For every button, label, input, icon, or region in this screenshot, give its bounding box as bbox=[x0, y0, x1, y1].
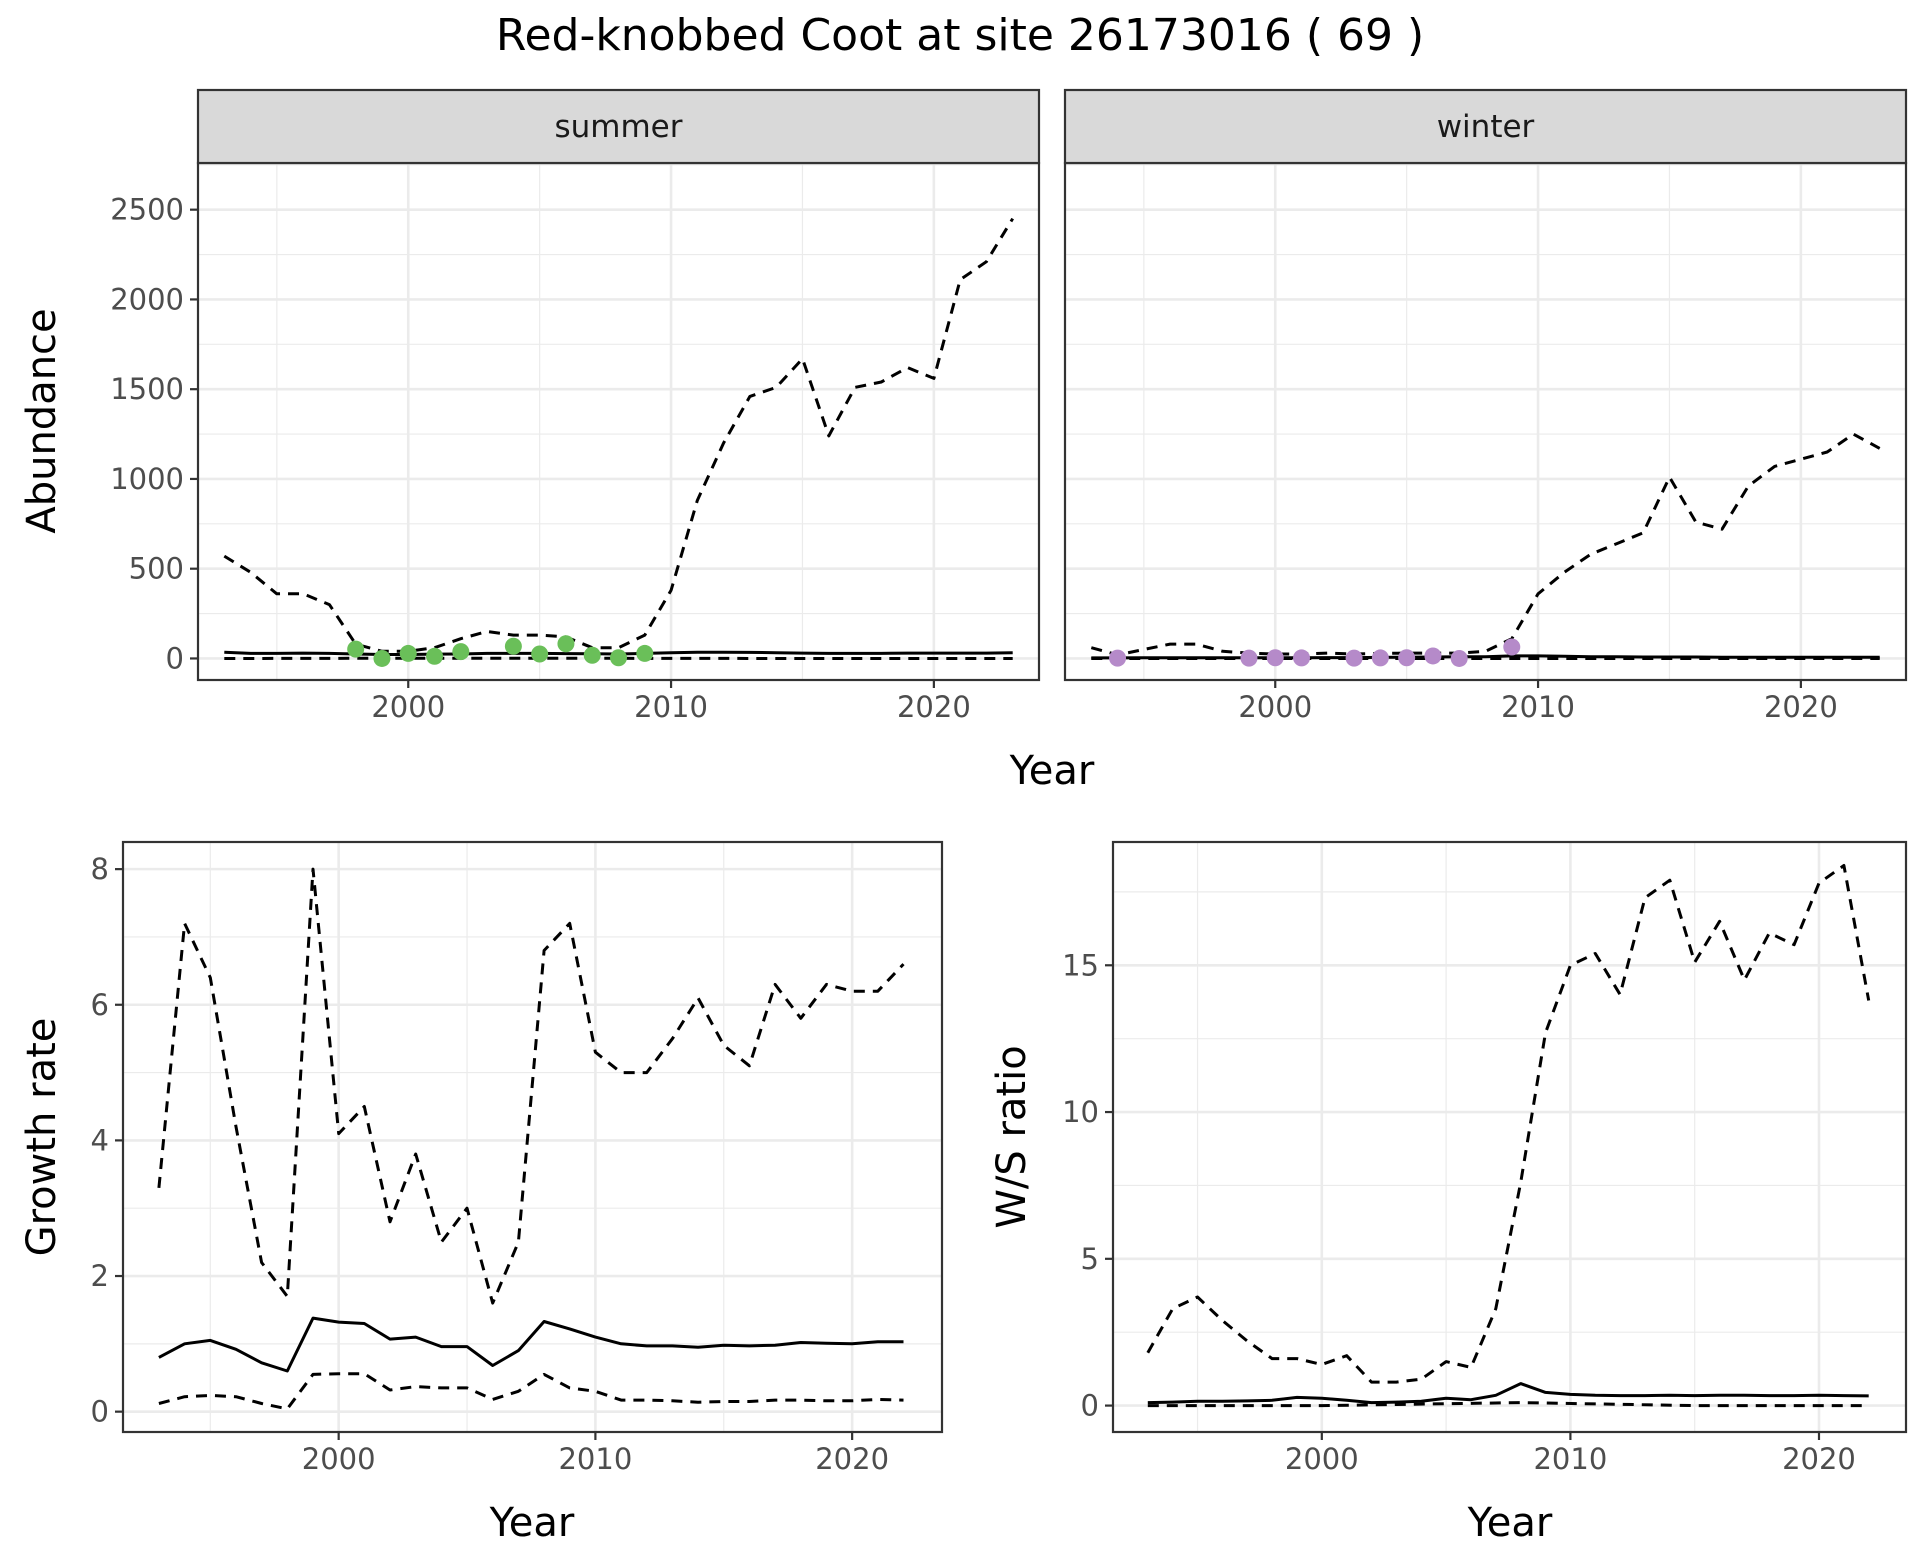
x-tick-label: 2010 bbox=[1501, 690, 1575, 724]
data-point bbox=[1240, 650, 1257, 667]
data-point bbox=[452, 643, 469, 660]
x-tick-label: 2000 bbox=[371, 690, 445, 724]
x-tick-label: 2020 bbox=[815, 1442, 889, 1476]
data-point bbox=[1424, 647, 1441, 664]
dashed-line-0 bbox=[1148, 866, 1869, 1383]
data-point bbox=[1451, 650, 1468, 667]
x-axis-title-abundance: Year bbox=[1009, 748, 1095, 794]
data-point bbox=[531, 645, 548, 662]
y-tick-label: 2000 bbox=[110, 282, 184, 316]
y-tick-label: 5 bbox=[1081, 1242, 1099, 1276]
y-tick-label: 500 bbox=[129, 552, 184, 586]
x-tick-label: 2010 bbox=[1533, 1442, 1607, 1476]
data-point bbox=[1372, 649, 1389, 666]
x-axis-title-ratio: Year bbox=[1467, 1500, 1553, 1546]
strip-label: summer bbox=[554, 109, 682, 145]
data-point bbox=[400, 645, 417, 662]
y-axis-title-abundance: Abundance bbox=[19, 308, 65, 533]
y-tick-label: 0 bbox=[91, 1395, 109, 1429]
panel-ratio: 2000 2010 2020 0 5 10 15 bbox=[1062, 842, 1906, 1476]
dashed-line-2 bbox=[159, 1374, 904, 1409]
x-tick-label: 2010 bbox=[634, 690, 708, 724]
x-tick-label: 2010 bbox=[558, 1442, 632, 1476]
data-point bbox=[557, 635, 574, 652]
y-tick-label: 1500 bbox=[110, 372, 184, 406]
y-tick-label: 2 bbox=[91, 1259, 109, 1293]
data-point bbox=[1346, 650, 1363, 667]
data-point bbox=[610, 649, 627, 666]
strip-label: winter bbox=[1437, 109, 1535, 145]
x-tick-label: 2000 bbox=[1238, 690, 1312, 724]
data-point bbox=[373, 650, 390, 667]
y-axis-title-growth: Growth rate bbox=[19, 1018, 65, 1257]
data-point bbox=[347, 641, 364, 658]
panel-abundance-summer: summer 2000 2010 2020 0 500 1000 1500 2000 2500 bbox=[110, 90, 1039, 724]
data-point bbox=[636, 645, 653, 662]
x-axis-title-growth: Year bbox=[489, 1500, 575, 1546]
y-axis-title-ratio: W/S ratio bbox=[989, 1045, 1035, 1228]
y-tick-label: 4 bbox=[91, 1123, 109, 1157]
y-tick-label: 10 bbox=[1062, 1095, 1099, 1129]
chart-title: Red-knobbed Coot at site 26173016 ( 69 ) bbox=[496, 10, 1424, 61]
y-tick-label: 15 bbox=[1062, 948, 1099, 982]
y-tick-label: 0 bbox=[166, 641, 184, 675]
data-point bbox=[584, 647, 601, 664]
data-point bbox=[505, 638, 522, 655]
data-point bbox=[1293, 649, 1310, 666]
solid-line-1 bbox=[1148, 1384, 1869, 1403]
panel-border bbox=[1065, 163, 1906, 680]
dashed-line-0 bbox=[224, 219, 1012, 652]
x-tick-label: 2020 bbox=[1782, 1442, 1856, 1476]
data-point bbox=[426, 648, 443, 665]
x-tick-label: 2000 bbox=[1285, 1442, 1359, 1476]
x-tick-label: 2020 bbox=[1764, 690, 1838, 724]
data-point bbox=[1503, 638, 1520, 655]
y-tick-label: 1000 bbox=[110, 462, 184, 496]
panel-border bbox=[198, 163, 1039, 680]
y-tick-label: 6 bbox=[91, 988, 109, 1022]
data-point bbox=[1398, 649, 1415, 666]
panel-abundance-winter: winter 2000 2010 2020 bbox=[1065, 90, 1906, 724]
panel-growth: 2000 2010 2020 0 2 4 6 8 bbox=[91, 842, 942, 1476]
solid-line-1 bbox=[159, 1318, 904, 1371]
dashed-line-0 bbox=[1091, 434, 1879, 655]
data-point bbox=[1267, 649, 1284, 666]
y-tick-label: 2500 bbox=[110, 193, 184, 227]
y-tick-label: 0 bbox=[1081, 1389, 1099, 1423]
y-tick-label: 8 bbox=[91, 852, 109, 886]
panel-border bbox=[1113, 842, 1906, 1432]
data-point bbox=[1109, 650, 1126, 667]
dashed-line-0 bbox=[159, 869, 904, 1303]
x-tick-label: 2000 bbox=[302, 1442, 376, 1476]
x-tick-label: 2020 bbox=[897, 690, 971, 724]
